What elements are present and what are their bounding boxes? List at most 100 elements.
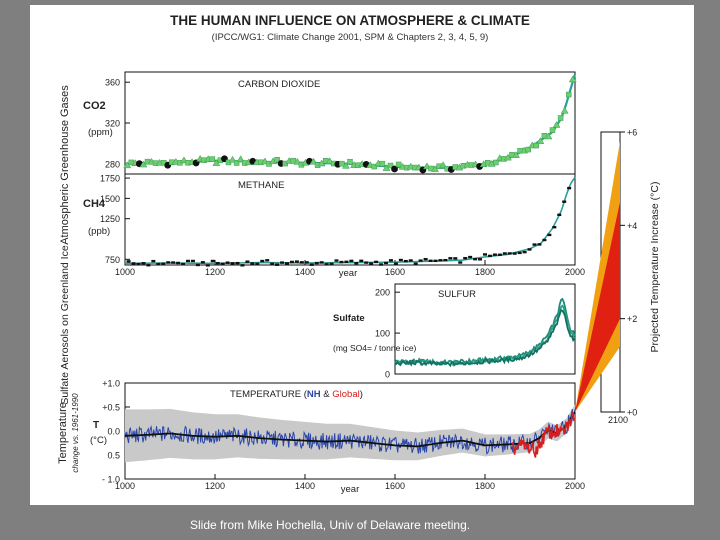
ch4-data-point bbox=[250, 262, 255, 265]
ch4-panel-label: METHANE bbox=[238, 180, 284, 191]
ch4-data-point bbox=[532, 243, 537, 246]
co2-point-marker bbox=[512, 151, 520, 158]
temperature-xtick-label: 1000 bbox=[115, 481, 135, 491]
ch4-data-point bbox=[186, 259, 190, 263]
ch4-data-point bbox=[245, 260, 250, 263]
ch4-data-point bbox=[468, 255, 473, 259]
ch4-data-point bbox=[319, 261, 324, 264]
ch4-data-point bbox=[225, 261, 230, 264]
ch4-data-point bbox=[181, 262, 186, 266]
co2-point-marker bbox=[493, 159, 499, 166]
ch4-data-point bbox=[151, 259, 156, 263]
ch4-data-point bbox=[304, 261, 309, 264]
ch4-data-point bbox=[527, 248, 532, 251]
ch4-data-point bbox=[379, 263, 384, 266]
temperature-nh-series bbox=[124, 408, 576, 455]
ch4-data-point bbox=[156, 262, 161, 266]
ch4-xtick-label: 2000 bbox=[565, 267, 585, 277]
ch4-data-point bbox=[522, 250, 527, 254]
temperature-nh-smoothed bbox=[124, 411, 576, 448]
temperature-ytick-label: +1.0 bbox=[102, 379, 120, 389]
co2-point-marker bbox=[379, 160, 386, 167]
co2-point-marker bbox=[560, 106, 569, 114]
temperature-ytick-label: 0.5 bbox=[107, 451, 120, 461]
ch4-data-point bbox=[344, 260, 349, 264]
ch4-data-point bbox=[126, 260, 131, 263]
ch4-data-point bbox=[567, 186, 572, 190]
co2-point-marker bbox=[557, 115, 564, 121]
temperature-group-label: Temperature bbox=[57, 402, 69, 464]
co2-ylabel-unit: (ppm) bbox=[88, 127, 113, 138]
ch4-data-point bbox=[210, 259, 215, 263]
ch4-data-point bbox=[458, 261, 463, 264]
ch4-data-point bbox=[131, 262, 136, 265]
ch4-data-point bbox=[364, 261, 369, 264]
ch4-data-point bbox=[512, 252, 517, 255]
ch4-data-point bbox=[166, 261, 171, 264]
ch4-xtick-label: 1400 bbox=[295, 267, 315, 277]
co2-point-marker bbox=[387, 162, 394, 169]
ch4-data-point bbox=[557, 213, 562, 217]
ch4-data-point bbox=[463, 256, 468, 260]
sulfate-series-line bbox=[394, 297, 576, 366]
temperature-xtick-label: 1400 bbox=[295, 481, 315, 491]
ch4-xtick-label: 1600 bbox=[385, 267, 405, 277]
temperature-xtick-label: 1200 bbox=[205, 481, 225, 491]
ch4-data-point bbox=[260, 259, 265, 263]
co2-point-marker bbox=[552, 120, 561, 128]
ch4-data-point bbox=[349, 259, 354, 263]
ch4-data-point bbox=[334, 259, 339, 262]
ch4-data-point bbox=[507, 252, 512, 255]
ch4-data-point bbox=[141, 262, 146, 265]
temperature-ytick-label: 0.0 bbox=[107, 427, 120, 437]
ch4-data-point bbox=[161, 262, 166, 266]
co2-point-marker bbox=[549, 127, 556, 133]
ch4-data-point bbox=[299, 261, 304, 264]
ch4-data-point bbox=[478, 258, 483, 261]
ch4-xtick-label: 1000 bbox=[115, 267, 135, 277]
ch4-data-point bbox=[418, 259, 423, 262]
temperature-uncertainty-band bbox=[125, 404, 575, 463]
ch4-data-point bbox=[280, 261, 285, 264]
ch4-data-point bbox=[329, 262, 334, 266]
co2-ytick-label: 280 bbox=[105, 159, 120, 169]
ch4-data-point bbox=[215, 261, 220, 265]
ch4-ylabel-unit: (ppb) bbox=[88, 226, 110, 237]
legend-amp: & bbox=[323, 389, 330, 400]
ch4-data-point bbox=[171, 261, 176, 264]
projection-outer-range bbox=[575, 141, 620, 413]
ch4-data-point bbox=[285, 262, 289, 265]
climate-figure: THE HUMAN INFLUENCE ON ATMOSPHERE & CLIM… bbox=[57, 13, 661, 495]
ch4-series-line bbox=[124, 176, 576, 265]
ch4-xtick-label: 1800 bbox=[475, 267, 495, 277]
ch4-data-point bbox=[502, 252, 507, 255]
co2-point-marker bbox=[525, 146, 531, 153]
ch4-data-point bbox=[403, 259, 408, 263]
co2-series-line bbox=[124, 73, 577, 169]
ch4-data-point bbox=[388, 259, 393, 262]
sulfate-group-label: Sulfate Aerosols on Greenland Ice bbox=[59, 245, 71, 405]
co2-point-marker bbox=[233, 160, 240, 166]
co2-point-marker bbox=[565, 91, 572, 98]
ch4-ytick-label: 1500 bbox=[100, 194, 120, 204]
co2-point-marker bbox=[342, 161, 350, 169]
ch4-data-point bbox=[294, 260, 299, 263]
figure-panel: THE HUMAN INFLUENCE ON ATMOSPHERE & CLIM… bbox=[30, 5, 694, 532]
co2-ylabel-symbol: CO2 bbox=[83, 100, 106, 112]
ch4-data-point bbox=[136, 262, 141, 266]
co2-point-marker bbox=[544, 132, 553, 140]
ch4-data-point bbox=[497, 253, 502, 256]
ch4-data-point bbox=[433, 259, 438, 263]
projection-xtick-label: 2100 bbox=[608, 415, 628, 425]
ch4-data-point bbox=[552, 226, 557, 229]
co2-point-marker bbox=[236, 155, 245, 162]
co2-point-marker bbox=[536, 137, 545, 144]
ch4-data-point bbox=[309, 263, 314, 266]
temperature-xtick-label: 2000 bbox=[565, 481, 585, 491]
ch4-data-point bbox=[443, 258, 448, 262]
co2-panel-label: CARBON DIOXIDE bbox=[238, 79, 320, 90]
temperature-global-series bbox=[511, 412, 576, 458]
temperature-panel-label: TEMPERATURE (NH & Global) bbox=[230, 389, 363, 400]
ch4-data-point bbox=[483, 253, 487, 256]
